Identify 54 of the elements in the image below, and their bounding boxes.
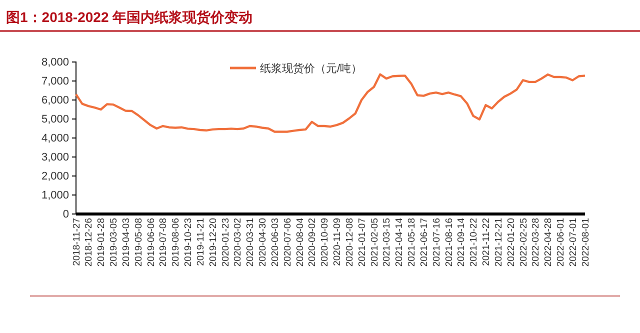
x-tick-label: 2021-02-05	[369, 218, 380, 267]
x-tick-label: 2020-04-30	[258, 218, 269, 267]
y-tick-label: 0	[62, 208, 69, 221]
x-tick-label: 2022-02-25	[518, 218, 530, 267]
x-tick-label: 2019-03-05	[108, 218, 120, 267]
x-tick-label: 2020-01-23	[220, 218, 232, 267]
x-tick-label: 2021-01-07	[356, 218, 368, 267]
y-tick-label: 4,000	[41, 132, 69, 145]
chart-title: 图1：2018-2022 年国内纸浆现货价变动	[6, 9, 253, 25]
x-tick-label: 2021-05-18	[406, 218, 418, 267]
x-tick-label: 2020-09-02	[307, 218, 318, 267]
x-tick-label: 2021-11-22	[481, 218, 492, 266]
x-tick-label: 2022-06-01	[555, 218, 566, 267]
x-tick-label: 2019-07-08	[158, 218, 170, 267]
x-tick-label: 2019-11-21	[195, 218, 206, 266]
x-tick-label: 2019-04-03	[120, 218, 132, 267]
x-tick-label: 2021-03-15	[382, 218, 393, 267]
x-tick-label: 2020-08-04	[294, 218, 306, 267]
y-tick-label: 6,000	[41, 94, 69, 107]
line-series	[74, 73, 586, 133]
y-tick-label: 8,000	[41, 56, 69, 69]
x-tick-label: 2019-08-06	[170, 218, 182, 267]
x-tick-label: 2018-11-27	[71, 218, 82, 266]
x-tick-label: 2020-10-09	[320, 218, 331, 267]
x-tick-label: 2022-03-28	[530, 218, 542, 267]
x-tick-label: 2020-12-08	[344, 218, 356, 267]
y-tick-label: 2,000	[41, 170, 69, 183]
x-tick-label: 2022-04-28	[543, 218, 554, 267]
y-tick-label: 3,000	[41, 152, 69, 164]
x-tick-label: 2019-06-06	[146, 218, 157, 267]
x-tick-label: 2019-10-23	[183, 218, 194, 267]
x-tick-label: 2021-12-21	[493, 218, 504, 267]
x-tick-label: 2021-10-22	[468, 218, 480, 267]
x-tick-label: 2020-07-06	[282, 218, 294, 267]
y-tick-label: 7,000	[41, 76, 69, 88]
x-tick-label: 2021-04-14	[394, 218, 406, 267]
x-tick-label: 2018-12-26	[84, 218, 95, 267]
x-tick-label: 2022-08-01	[580, 218, 592, 267]
x-tick-label: 2019-05-08	[133, 218, 144, 267]
y-tick-label: 1,000	[41, 190, 69, 202]
x-tick-label: 2021-08-16	[444, 218, 455, 267]
x-tick-label: 2020-03-02	[232, 218, 244, 267]
x-tick-label: 2020-03-31	[245, 218, 256, 267]
x-tick-label: 2022-07-01	[568, 218, 579, 267]
legend-label: 纸浆现货价（元/吨）	[260, 62, 362, 75]
x-tick-label: 2019-12-20	[208, 218, 219, 267]
y-tick-label: 5,000	[41, 114, 69, 126]
x-tick-label: 2021-07-16	[431, 218, 442, 267]
x-tick-label: 2021-06-17	[418, 218, 430, 267]
x-tick-label: 2020-06-03	[270, 218, 281, 267]
x-tick-label: 2022-01-20	[506, 218, 517, 267]
x-tick-label: 2021-09-14	[456, 218, 468, 267]
x-tick-label: 2019-01-28	[96, 218, 108, 267]
x-tick-label: 2020-11-09	[332, 218, 344, 266]
